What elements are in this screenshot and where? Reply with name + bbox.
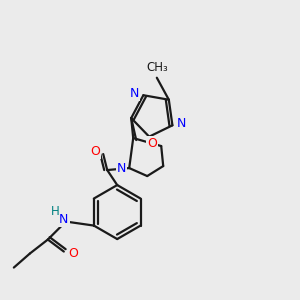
Text: O: O: [90, 145, 100, 158]
Text: N: N: [59, 213, 68, 226]
Text: CH₃: CH₃: [146, 61, 168, 74]
Text: N: N: [130, 87, 139, 100]
Text: H: H: [50, 205, 59, 218]
Text: N: N: [116, 162, 126, 175]
Text: N: N: [177, 117, 186, 130]
Text: O: O: [68, 247, 78, 260]
Text: O: O: [147, 137, 157, 150]
